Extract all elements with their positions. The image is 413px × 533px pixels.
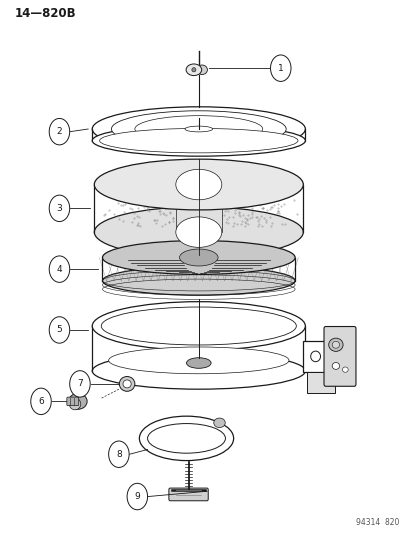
- FancyBboxPatch shape: [323, 327, 355, 386]
- Text: 1: 1: [277, 63, 283, 72]
- Ellipse shape: [213, 418, 225, 427]
- FancyBboxPatch shape: [303, 341, 349, 372]
- Ellipse shape: [102, 240, 294, 274]
- Ellipse shape: [92, 302, 305, 350]
- Text: 2: 2: [57, 127, 62, 136]
- Ellipse shape: [310, 351, 320, 362]
- Ellipse shape: [111, 111, 285, 147]
- Ellipse shape: [331, 362, 339, 369]
- Circle shape: [49, 195, 69, 222]
- Circle shape: [270, 55, 290, 82]
- Ellipse shape: [186, 64, 201, 76]
- Ellipse shape: [123, 380, 131, 388]
- Text: 6: 6: [38, 397, 44, 406]
- Ellipse shape: [191, 68, 195, 72]
- Ellipse shape: [139, 416, 233, 461]
- Circle shape: [49, 317, 69, 343]
- Ellipse shape: [92, 353, 305, 389]
- Ellipse shape: [135, 116, 262, 142]
- Circle shape: [31, 388, 51, 415]
- Ellipse shape: [69, 398, 81, 410]
- Ellipse shape: [119, 376, 135, 391]
- Ellipse shape: [100, 128, 297, 153]
- Ellipse shape: [102, 266, 294, 295]
- Text: 14—820B: 14—820B: [14, 7, 76, 20]
- Ellipse shape: [176, 169, 221, 200]
- Text: 5: 5: [57, 326, 62, 335]
- Circle shape: [108, 441, 129, 467]
- Circle shape: [127, 483, 147, 510]
- FancyBboxPatch shape: [66, 397, 78, 406]
- Text: 94314  820: 94314 820: [355, 518, 399, 527]
- Ellipse shape: [94, 207, 303, 257]
- Ellipse shape: [92, 107, 305, 151]
- Text: 3: 3: [57, 204, 62, 213]
- Ellipse shape: [69, 393, 87, 409]
- Ellipse shape: [342, 367, 347, 372]
- Text: 8: 8: [116, 450, 121, 459]
- Ellipse shape: [186, 358, 211, 368]
- Circle shape: [69, 370, 90, 397]
- Ellipse shape: [94, 159, 303, 210]
- Ellipse shape: [185, 126, 212, 132]
- FancyBboxPatch shape: [169, 488, 208, 501]
- Ellipse shape: [331, 341, 339, 348]
- Ellipse shape: [179, 249, 218, 266]
- Text: 7: 7: [77, 379, 83, 389]
- Circle shape: [49, 118, 69, 145]
- Ellipse shape: [92, 125, 305, 156]
- Text: 4: 4: [57, 265, 62, 273]
- Ellipse shape: [147, 424, 225, 453]
- Circle shape: [49, 256, 69, 282]
- Ellipse shape: [196, 65, 207, 75]
- Ellipse shape: [328, 338, 342, 351]
- Ellipse shape: [176, 217, 221, 247]
- Ellipse shape: [101, 307, 296, 345]
- Text: 9: 9: [134, 492, 140, 501]
- FancyBboxPatch shape: [306, 372, 335, 393]
- Ellipse shape: [108, 347, 288, 374]
